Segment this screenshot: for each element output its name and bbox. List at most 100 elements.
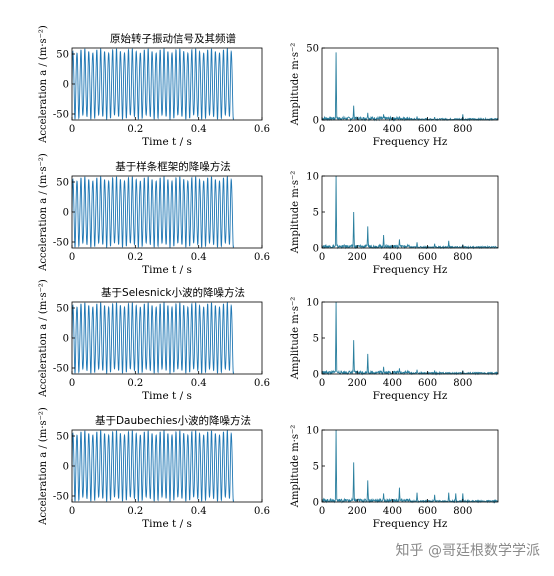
x-tick-label: 400 xyxy=(383,252,402,263)
y-axis-label: Acceleration a / (m·s⁻²) xyxy=(38,153,49,272)
x-tick-label: 0.4 xyxy=(191,506,207,517)
x-axis-label: Time t / s xyxy=(142,136,192,148)
y-tick-label: 0 xyxy=(313,370,319,381)
y-tick-label: 50 xyxy=(56,50,69,61)
x-tick-label: 200 xyxy=(348,378,367,389)
spectrum-line xyxy=(321,52,499,122)
x-axis-label: Frequency Hz xyxy=(373,518,448,530)
x-axis-label: Frequency Hz xyxy=(373,136,448,148)
x-tick-label: 600 xyxy=(418,506,437,517)
x-tick-label: 0.6 xyxy=(254,124,270,135)
spectrum-line xyxy=(321,301,499,376)
y-tick-label: -50 xyxy=(53,110,69,121)
x-tick-label: 800 xyxy=(453,124,472,135)
x-tick-label: 0 xyxy=(69,506,75,517)
x-tick-label: 200 xyxy=(348,252,367,263)
spectrum-panel-2: 0 200 400 600 800 0 5 10 Frequency Hz Amplitude m… xyxy=(290,171,499,276)
x-tick-label: 0.4 xyxy=(191,252,207,263)
y-tick-label: -50 xyxy=(53,364,69,375)
x-axis-label: Frequency Hz xyxy=(373,390,448,402)
y-tick-label: 0 xyxy=(313,116,319,127)
x-tick-label: 600 xyxy=(418,124,437,135)
y-axis-label: Acceleration a / (m·s⁻²) xyxy=(38,25,49,144)
y-tick-label: 5 xyxy=(313,334,319,345)
y-tick-label: 50 xyxy=(56,178,69,189)
y-tick-label: 0 xyxy=(63,462,69,473)
x-axis-label: Frequency Hz xyxy=(373,264,448,276)
y-tick-label: 10 xyxy=(306,298,319,309)
x-tick-label: 400 xyxy=(383,124,402,135)
y-axis-label: Acceleration a / (m·s⁻²) xyxy=(38,407,49,526)
y-tick-label: 0 xyxy=(313,498,319,509)
spectrum-panel-3: 0 200 400 600 800 0 5 10 Frequency Hz Amplitude m… xyxy=(290,297,499,402)
signal-line xyxy=(71,176,234,248)
y-tick-label: 0 xyxy=(63,334,69,345)
watermark: 知乎 @哥廷根数学学派 xyxy=(395,543,540,559)
x-tick-label: 0.6 xyxy=(254,378,270,389)
x-tick-label: 0.4 xyxy=(191,124,207,135)
y-axis-label: Acceleration a / (m·s⁻²) xyxy=(38,279,49,398)
spectrum-line xyxy=(321,175,499,250)
y-tick-label: -50 xyxy=(53,492,69,503)
x-tick-label: 600 xyxy=(418,252,437,263)
plot-frame xyxy=(321,175,499,249)
x-tick-label: 0 xyxy=(69,252,75,263)
x-tick-label: 0 xyxy=(69,124,75,135)
panel-title: 基于Daubechies小波的降噪方法 xyxy=(95,414,251,427)
x-tick-label: 0.2 xyxy=(127,124,143,135)
x-tick-label: 800 xyxy=(453,506,472,517)
x-tick-label: 0 xyxy=(319,252,325,263)
x-tick-label: 0 xyxy=(319,378,325,389)
x-tick-label: 400 xyxy=(383,378,402,389)
signal-line xyxy=(71,430,234,502)
y-axis-label: Amplitude m·s⁻² xyxy=(290,425,301,509)
y-tick-label: 50 xyxy=(56,304,69,315)
y-tick-label: 0 xyxy=(63,80,69,91)
y-tick-label: -50 xyxy=(53,238,69,249)
y-tick-label: 5 xyxy=(313,462,319,473)
x-tick-label: 200 xyxy=(348,124,367,135)
x-tick-label: 400 xyxy=(383,506,402,517)
signal-line xyxy=(71,48,234,120)
x-tick-label: 800 xyxy=(453,252,472,263)
x-tick-label: 0.4 xyxy=(191,378,207,389)
panel-title: 基于样条框架的降噪方法 xyxy=(115,160,231,173)
y-tick-label: 50 xyxy=(56,432,69,443)
x-tick-label: 0 xyxy=(319,124,325,135)
signal-line xyxy=(71,302,234,374)
x-axis-label: Time t / s xyxy=(142,264,192,276)
y-axis-label: Amplitude m·s⁻² xyxy=(290,297,301,381)
panel-title: 基于Selesnick小波的降噪方法 xyxy=(101,286,245,299)
x-axis-label: Time t / s xyxy=(142,390,192,402)
plot-frame xyxy=(321,47,499,121)
x-tick-label: 0 xyxy=(69,378,75,389)
y-tick-label: 10 xyxy=(306,172,319,183)
x-tick-label: 0.2 xyxy=(127,506,143,517)
y-axis-label: Amplitude m·s⁻² xyxy=(290,43,301,127)
x-tick-label: 0.2 xyxy=(127,252,143,263)
x-tick-label: 0.6 xyxy=(254,252,270,263)
plot-frame xyxy=(321,301,499,375)
spectrum-panel-4: 0 200 400 600 800 0 5 10 Frequency Hz Amplitude m… xyxy=(290,425,499,530)
y-tick-label: 50 xyxy=(306,44,319,55)
x-tick-label: 800 xyxy=(453,378,472,389)
x-tick-label: 200 xyxy=(348,506,367,517)
y-tick-label: 0 xyxy=(63,208,69,219)
spectrum-panel-1: 0 200 400 600 800 0 50 Frequency Hz Amplitude m·… xyxy=(290,43,499,148)
y-tick-label: 0 xyxy=(313,244,319,255)
spectrum-line xyxy=(321,429,499,504)
y-tick-label: 10 xyxy=(306,426,319,437)
x-tick-label: 0.6 xyxy=(254,506,270,517)
x-tick-label: 0 xyxy=(319,506,325,517)
x-tick-label: 0.2 xyxy=(127,378,143,389)
plot-frame xyxy=(321,429,499,503)
x-axis-label: Time t / s xyxy=(142,518,192,530)
x-tick-label: 600 xyxy=(418,378,437,389)
panel-title: 原始转子振动信号及其频谱 xyxy=(110,32,236,45)
y-tick-label: 5 xyxy=(313,208,319,219)
